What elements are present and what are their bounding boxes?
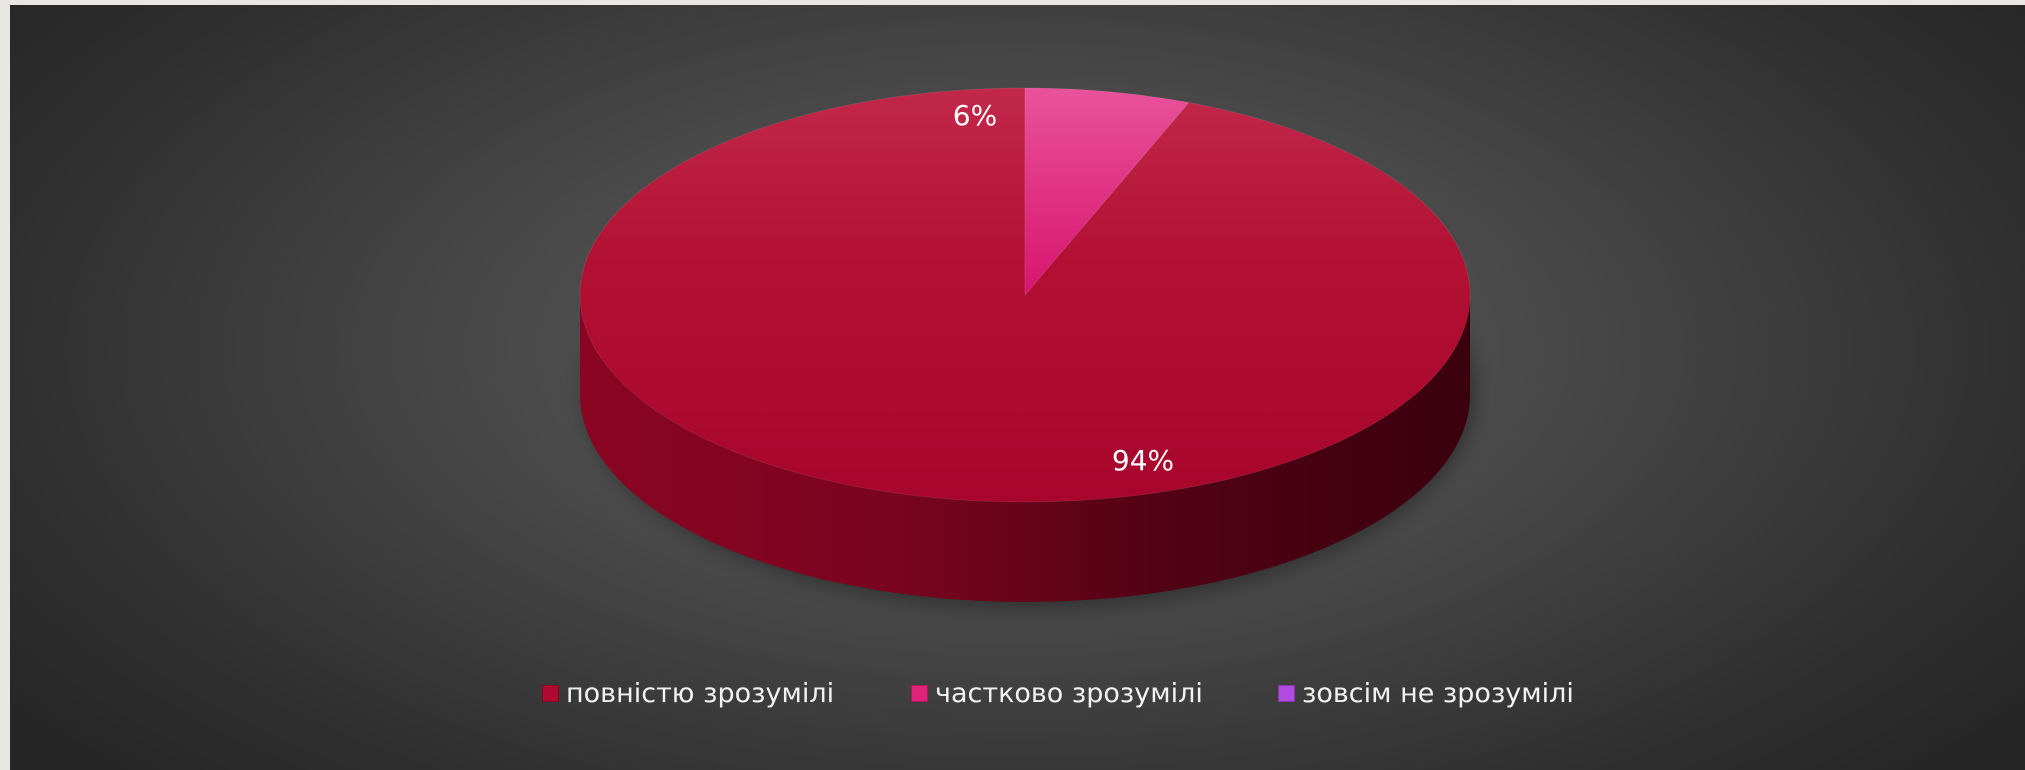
legend-item-partially-understood: частково зрозумілі <box>911 673 1203 713</box>
slide: 94% 6% повністю зрозумілі частково зрозум… <box>10 5 2025 770</box>
legend-label: зовсім не зрозумілі <box>1302 678 1574 709</box>
legend-label: частково зрозумілі <box>935 678 1203 709</box>
legend-item-not-understood: зовсім не зрозумілі <box>1278 673 1574 713</box>
chart-legend: повністю зрозумілі частково зрозумілі зо… <box>10 673 2025 713</box>
legend-swatch-icon <box>1278 685 1295 702</box>
legend-label: повністю зрозумілі <box>566 678 834 709</box>
legend-swatch-icon <box>911 685 928 702</box>
pie-chart: 94% 6% <box>10 5 2025 665</box>
legend-swatch-icon <box>542 685 559 702</box>
data-label: 6% <box>953 99 997 132</box>
data-label: 94% <box>1112 444 1174 477</box>
legend-item-fully-understood: повністю зрозумілі <box>542 673 834 713</box>
